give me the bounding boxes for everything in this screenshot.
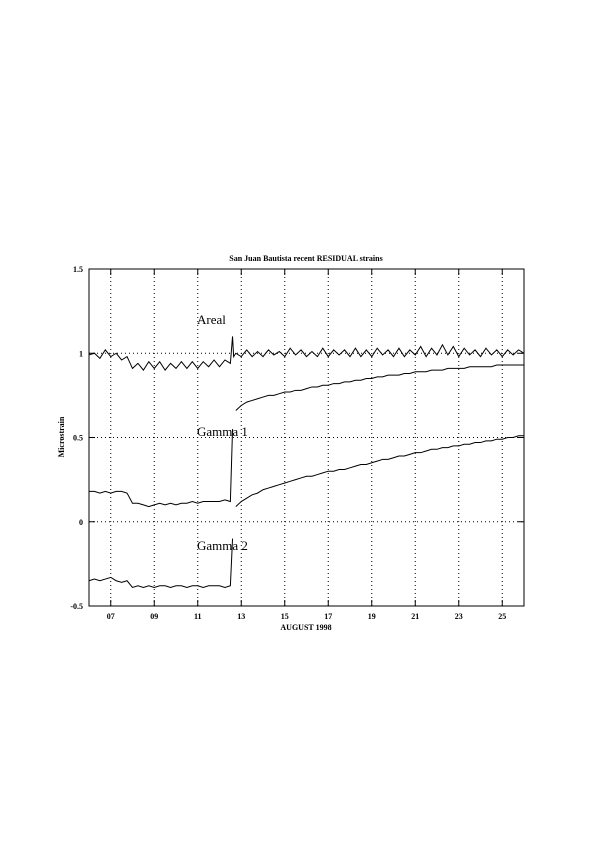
x-tick-label: 25 <box>498 612 506 621</box>
y-tick-label: 0 <box>79 518 83 527</box>
y-axis-label: Microstrain <box>57 416 66 457</box>
x-tick-label: 09 <box>150 612 158 621</box>
chart-title: San Juan Bautista recent RESIDUAL strain… <box>229 254 382 263</box>
x-tick-label: 11 <box>194 612 202 621</box>
series-line <box>89 364 524 508</box>
series-label: Areal <box>197 312 226 327</box>
series-label: Gamma 2 <box>197 538 248 553</box>
x-tick-label: 15 <box>281 612 289 621</box>
y-tick-label: 1 <box>79 349 83 358</box>
series-line <box>88 435 524 589</box>
x-tick-label: 23 <box>455 612 463 621</box>
x-tick-label: 19 <box>368 612 376 621</box>
x-axis-label: AUGUST 1998 <box>280 623 331 632</box>
x-tick-label: 07 <box>107 612 115 621</box>
x-tick-label: 21 <box>411 612 419 621</box>
series-line <box>88 336 525 371</box>
x-tick-label: 13 <box>237 612 245 621</box>
series-label: Gamma 1 <box>197 424 248 439</box>
x-tick-label: 17 <box>324 612 332 621</box>
y-tick-label: 1.5 <box>73 265 83 274</box>
y-tick-label: -0.5 <box>70 602 83 611</box>
y-tick-label: 0.5 <box>73 434 83 443</box>
